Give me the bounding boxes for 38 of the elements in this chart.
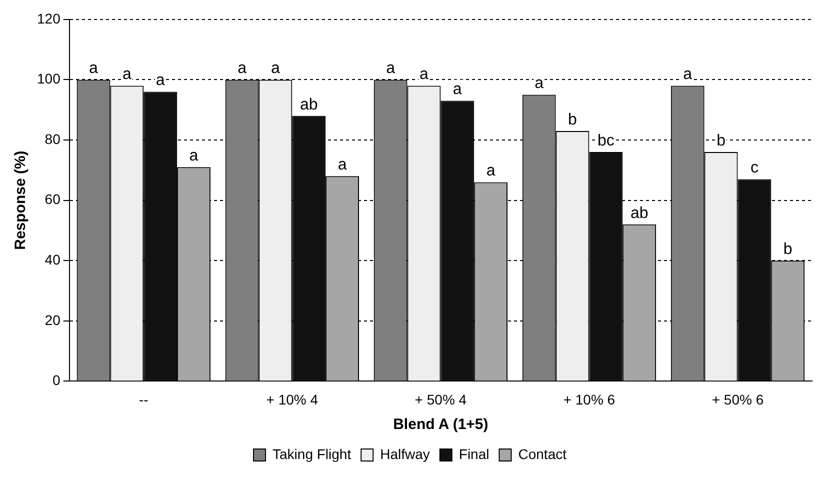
data-label: a [122,66,132,84]
data-label: a [452,81,462,98]
data-label: ab [300,96,318,114]
legend-label: Taking Flight [272,446,352,462]
data-label: a [534,75,544,92]
x-tick-label: -- [138,391,149,408]
data-label: a [270,60,280,78]
x-tick-label: + 10% 6 [563,391,616,408]
data-label: c [750,160,758,177]
data-label: a [338,156,347,174]
x-tick-label: + 50% 6 [712,391,764,408]
data-label: a [683,66,692,84]
legend-label: Contact [518,446,567,462]
legend-label: Halfway [380,446,430,462]
data-label: a [386,60,396,78]
y-tick-label: 60 [44,191,61,208]
legend-label: Final [458,446,490,462]
y-tick-label: 40 [44,251,61,268]
x-tick-label: + 50% 4 [414,391,467,408]
data-label: a [89,60,98,78]
y-tick-label: 120 [37,10,61,26]
x-axis-title: Blend A (1+5) [393,416,488,434]
data-label: a [420,66,429,84]
data-label: a [238,60,247,78]
y-tick-label: 0 [52,372,61,388]
data-label: b [716,132,726,150]
data-label: a [189,148,198,165]
data-label: b [783,241,792,258]
y-tick-label: 20 [44,312,61,328]
data-label: bc [597,132,614,150]
x-tick-label: + 10% 4 [266,391,318,408]
y-axis-title: Response (%) [12,150,30,250]
data-label: ab [630,204,648,222]
data-label: a [486,162,496,180]
y-tick-label: 100 [37,70,61,87]
data-label: b [568,111,578,128]
y-tick-label: 80 [44,130,61,147]
data-label: a [156,72,165,90]
